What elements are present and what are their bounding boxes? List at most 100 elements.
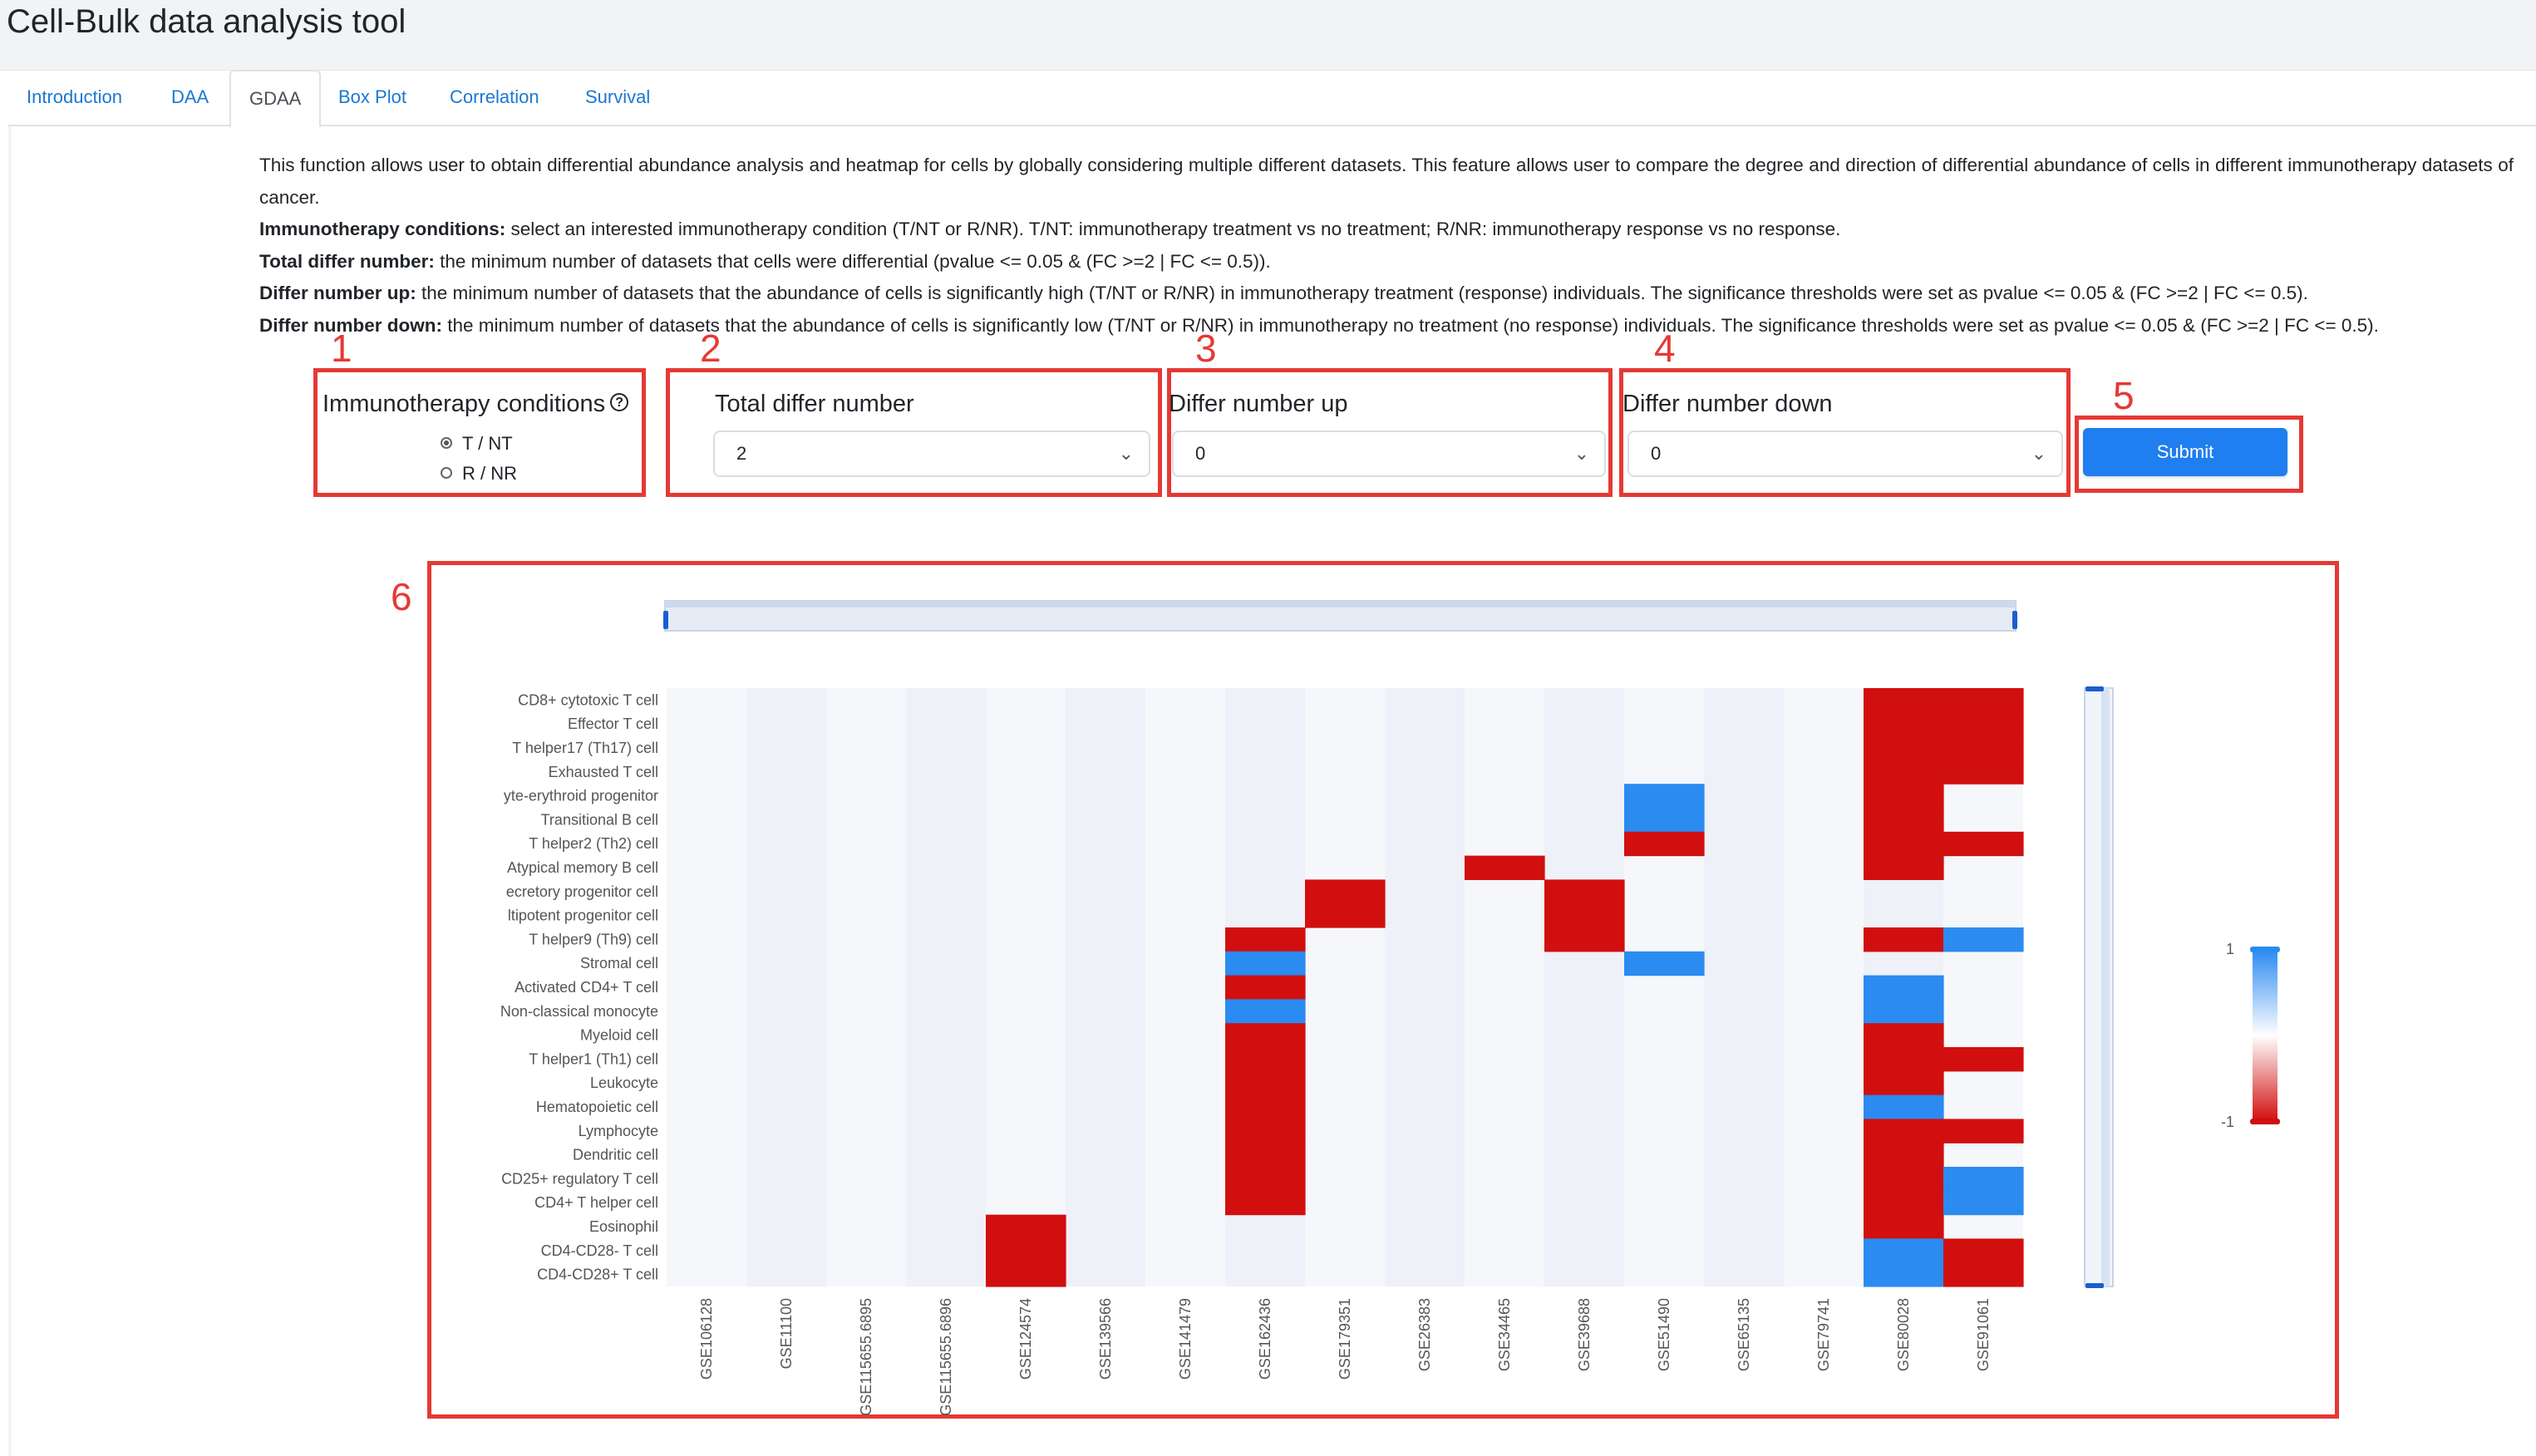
color-scale-handle-bottom[interactable] xyxy=(2250,1119,2280,1124)
heatmap-cell xyxy=(1225,1190,1306,1216)
heatmap-cell xyxy=(1624,784,1705,809)
heatmap-cell xyxy=(1864,1214,1944,1239)
heatmap-column-bg xyxy=(667,688,746,1286)
heatmap-cell xyxy=(1943,1238,2024,1263)
heatmap-cell xyxy=(1864,1143,1944,1168)
heatmap-cell xyxy=(1864,1047,1944,1072)
column-label: GSE124574 xyxy=(1017,1298,1034,1380)
heatmap-column-bg xyxy=(1704,688,1784,1286)
heatmap-cell xyxy=(1943,1190,2024,1216)
annotation-box-5 xyxy=(2075,416,2303,493)
heatmap-column-bg xyxy=(746,688,826,1286)
function-description: This function allows user to obtain diff… xyxy=(259,150,2514,342)
heatmap-column-bg xyxy=(1145,688,1225,1286)
select-value: 0 xyxy=(1195,443,1206,464)
annotation-number: 5 xyxy=(2113,374,2135,417)
description-item: Immunotherapy conditions: select an inte… xyxy=(259,214,2514,246)
heatmap-column-bg xyxy=(906,688,986,1286)
y-zoom-handle-top[interactable] xyxy=(2085,686,2104,691)
annotation-number: 2 xyxy=(700,327,721,370)
heatmap-cell xyxy=(1864,1070,1944,1096)
description-term: Total differ number: xyxy=(259,250,435,272)
x-zoom-handle-right[interactable] xyxy=(2012,611,2017,629)
y-zoom-handle-bottom[interactable] xyxy=(2085,1283,2104,1288)
heatmap-cell xyxy=(1943,735,2024,760)
column-label: GSE51490 xyxy=(1656,1298,1672,1371)
radio-option-r-nr[interactable]: R / NR xyxy=(441,463,517,485)
row-label: T helper17 (Th17) cell xyxy=(512,740,658,756)
heatmap-cell xyxy=(1225,1047,1306,1072)
description-intro: This function allows user to obtain diff… xyxy=(259,155,2514,208)
heatmap-cell xyxy=(1864,855,1944,880)
column-label: GSE11100 xyxy=(778,1298,795,1369)
heatmap-cell xyxy=(1225,1023,1306,1048)
row-label: ecretory progenitor cell xyxy=(506,883,658,900)
heatmap-cell xyxy=(1624,951,1705,976)
row-label: CD8+ cytotoxic T cell xyxy=(518,691,658,708)
differ-up-select[interactable]: 0 ⌄ xyxy=(1172,430,1606,477)
x-zoom-handle-left[interactable] xyxy=(663,611,668,629)
heatmap-cell xyxy=(1943,1167,2024,1192)
annotation-number: 1 xyxy=(331,327,352,370)
column-label: GSE65135 xyxy=(1736,1298,1752,1371)
row-label: Exhausted T cell xyxy=(549,764,658,780)
annotation-number: 4 xyxy=(1654,327,1676,370)
heatmap-cell xyxy=(1305,903,1386,928)
description-term: Differ number down: xyxy=(259,314,442,336)
description-term: Immunotherapy conditions: xyxy=(259,219,506,239)
row-label: T helper2 (Th2) cell xyxy=(529,835,658,852)
chevron-down-icon: ⌄ xyxy=(1118,443,1134,464)
row-label: Activated CD4+ T cell xyxy=(515,979,658,996)
differ-down-label: Differ number down xyxy=(1623,391,1833,417)
heatmap-column-bg xyxy=(986,688,1066,1286)
row-label: Myeloid cell xyxy=(580,1027,658,1044)
total-differ-select[interactable]: 2 ⌄ xyxy=(713,430,1150,477)
differ-up-label: Differ number up xyxy=(1169,391,1348,417)
question-circle-icon[interactable]: ? xyxy=(610,393,629,412)
tab-survival[interactable]: Survival xyxy=(585,86,651,107)
tab-box-plot[interactable]: Box Plot xyxy=(338,86,406,107)
x-zoom-slider-fill xyxy=(665,601,2016,607)
tab-daa[interactable]: DAA xyxy=(171,86,209,107)
column-label: GSE115655.6896 xyxy=(938,1298,954,1416)
annotation-number: 6 xyxy=(391,575,412,618)
color-scale-handle-top[interactable] xyxy=(2250,947,2280,952)
heatmap-cell xyxy=(1864,999,1944,1024)
heatmap-cell xyxy=(1943,1262,2024,1287)
radio-button-icon[interactable] xyxy=(441,437,452,450)
differ-down-select[interactable]: 0 ⌄ xyxy=(1627,430,2063,477)
submit-button[interactable]: Submit xyxy=(2083,428,2287,476)
description-item: Differ number up: the minimum number of … xyxy=(259,278,2514,310)
heatmap-cell xyxy=(986,1238,1066,1263)
left-margin xyxy=(8,126,12,1456)
column-label: GSE162436 xyxy=(1257,1298,1273,1380)
select-value: 0 xyxy=(1651,443,1662,464)
select-value: 2 xyxy=(736,443,747,464)
column-label: GSE79741 xyxy=(1815,1298,1832,1371)
radio-button-icon[interactable] xyxy=(441,467,452,480)
heatmap-cell xyxy=(1943,1047,2024,1072)
heatmap-cell xyxy=(1864,760,1944,785)
description-text: the minimum number of datasets that the … xyxy=(442,314,2379,336)
heatmap-cell xyxy=(1943,711,2024,737)
heatmap-cell xyxy=(1225,1070,1306,1096)
heatmap-cell xyxy=(1864,1238,1944,1263)
tab-introduction[interactable]: Introduction xyxy=(27,86,122,107)
tab-correlation[interactable]: Correlation xyxy=(450,86,539,107)
row-label: T helper9 (Th9) cell xyxy=(529,931,658,947)
heatmap-cell xyxy=(1225,999,1306,1024)
column-label: GSE179351 xyxy=(1337,1298,1353,1380)
row-label: Stromal cell xyxy=(580,955,658,971)
y-zoom-slider-fill xyxy=(2101,688,2110,1286)
heatmap-cell xyxy=(1465,855,1545,880)
color-scale-max-label: 1 xyxy=(2226,941,2234,957)
heatmap-cell xyxy=(1864,711,1944,737)
tab-gdaa[interactable]: GDAA xyxy=(229,70,322,128)
column-label: GSE141479 xyxy=(1177,1298,1194,1380)
row-label: CD25+ regulatory T cell xyxy=(501,1170,658,1187)
heatmap-cell xyxy=(1225,1119,1306,1144)
row-label: yte-erythroid progenitor xyxy=(504,788,658,804)
heatmap-cell xyxy=(1943,760,2024,785)
radio-option-t-nt[interactable]: T / NT xyxy=(441,433,513,455)
